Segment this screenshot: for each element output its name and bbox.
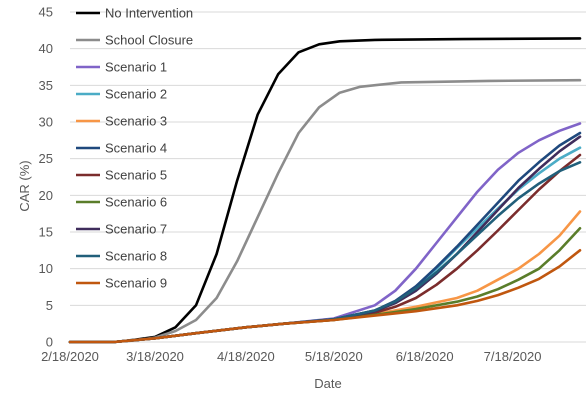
y-tick-label: 0	[46, 335, 53, 350]
gridlines	[70, 11, 586, 343]
y-tick-label: 15	[39, 225, 53, 240]
legend-label: Scenario 4	[105, 141, 167, 156]
y-tick-label: 40	[39, 41, 53, 56]
legend-label: Scenario 9	[105, 276, 167, 291]
series-line	[68, 37, 582, 344]
series-line	[68, 249, 582, 344]
x-tick-label: 4/18/2020	[217, 349, 275, 364]
y-tick-label: 5	[46, 298, 53, 313]
legend: No Intervention School Closure Scenario 1 S…	[76, 6, 193, 291]
x-axis-title: Date	[314, 376, 341, 391]
legend-label: Scenario 5	[105, 168, 167, 183]
legend-label: Scenario 2	[105, 87, 167, 102]
legend-label: Scenario 6	[105, 195, 167, 210]
series-lines	[68, 37, 582, 344]
y-axis-tick-labels: 0 5 10 15 20 25 30 35 40 45	[39, 5, 53, 350]
y-axis-title: CAR (%)	[17, 160, 32, 211]
x-tick-label: 2/18/2020	[41, 349, 99, 364]
y-tick-label: 10	[39, 261, 53, 276]
legend-label: Scenario 8	[105, 249, 167, 264]
x-tick-label: 7/18/2020	[484, 349, 542, 364]
legend-label: Scenario 3	[105, 114, 167, 129]
y-tick-label: 35	[39, 78, 53, 93]
y-tick-label: 20	[39, 188, 53, 203]
x-tick-label: 3/18/2020	[126, 349, 184, 364]
y-tick-label: 30	[39, 115, 53, 130]
legend-label: Scenario 1	[105, 60, 167, 75]
legend-label: Scenario 7	[105, 222, 167, 237]
y-tick-label: 25	[39, 151, 53, 166]
x-tick-label: 6/18/2020	[396, 349, 454, 364]
legend-label: No Intervention	[105, 6, 193, 21]
legend-label: School Closure	[105, 33, 193, 48]
x-axis-tick-labels: 2/18/2020 3/18/2020 4/18/2020 5/18/2020 6/18…	[41, 349, 541, 364]
y-tick-label: 45	[39, 5, 53, 20]
x-tick-label: 5/18/2020	[305, 349, 363, 364]
